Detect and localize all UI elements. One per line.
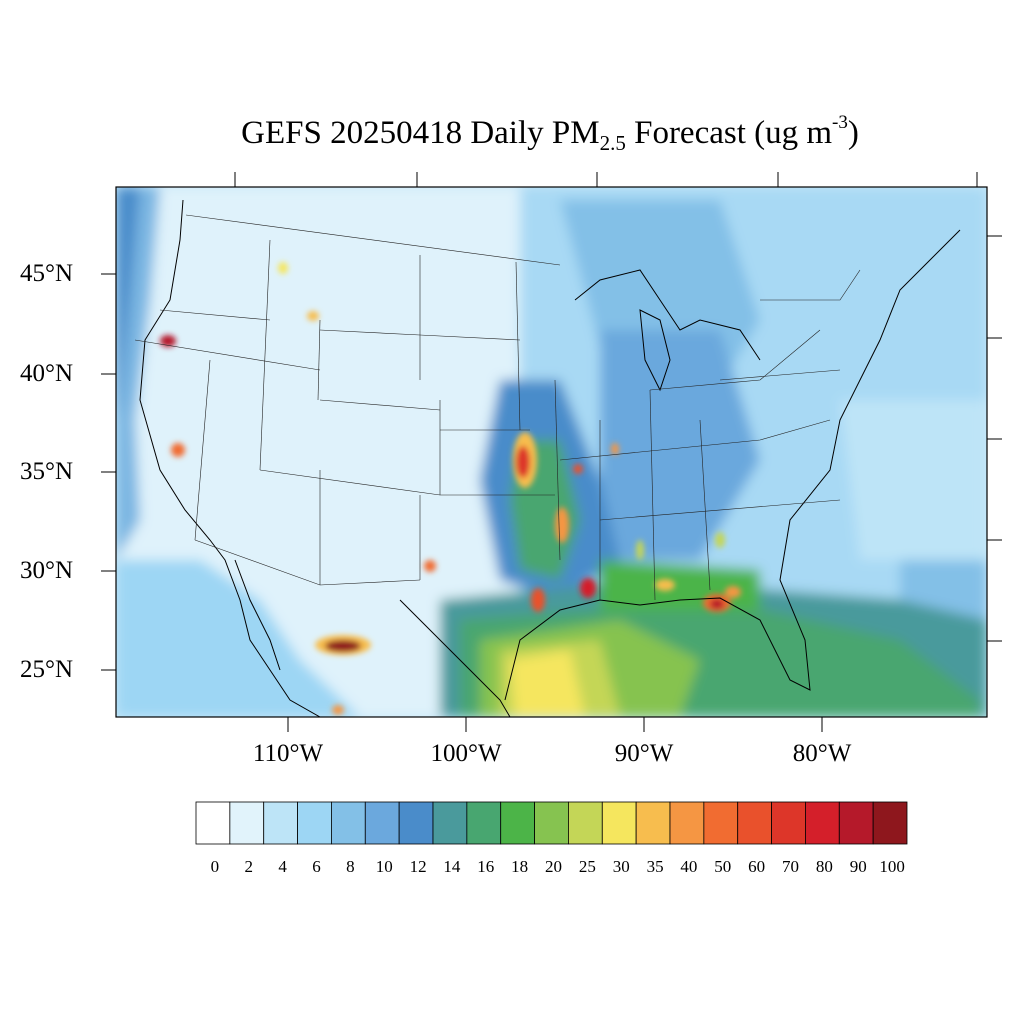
title-superscript: -3 <box>832 112 848 133</box>
title-subscript: 2.5 <box>599 131 626 155</box>
colorbar-label: 0 <box>210 857 220 876</box>
lon-label-90w: 90°W <box>614 740 674 767</box>
colorbar-label: 30 <box>612 857 630 876</box>
colorbar-swatch <box>805 801 840 845</box>
colorbar-label: 40 <box>680 857 698 876</box>
colorbar-label: 2 <box>244 857 254 876</box>
lat-label-45: 45°N <box>20 260 74 287</box>
chart-title: GEFS 20250418 Daily PM2.5 Forecast (ug m… <box>0 112 1024 156</box>
lat-label-40: 40°N <box>20 360 74 387</box>
colorbar-label: 14 <box>443 857 461 876</box>
state-boundaries <box>134 214 861 601</box>
colorbar-swatch <box>331 801 366 845</box>
colorbar-label: 70 <box>782 857 799 876</box>
colorbar-swatch <box>263 801 298 845</box>
left-ticks <box>101 273 116 671</box>
colorbar-label: 12 <box>409 857 427 876</box>
bottom-ticks <box>287 717 823 732</box>
colorbar-label: 10 <box>375 857 393 876</box>
colorbar-swatch <box>635 801 671 845</box>
colorbar-swatch <box>229 801 265 845</box>
colorbar-swatch <box>601 801 637 845</box>
colorbar-label: 4 <box>278 857 287 876</box>
colorbar-swatch <box>737 801 772 845</box>
colorbar-swatch <box>195 801 231 845</box>
colorbar-swatch <box>703 801 739 845</box>
colorbar-label: 6 <box>312 857 321 876</box>
colorbar-swatch <box>838 801 874 845</box>
colorbar-swatch <box>398 801 434 845</box>
title-text: GEFS 20250418 Daily PM <box>241 115 600 151</box>
lon-label-80w: 80°W <box>792 740 852 767</box>
colorbar-label: 35 <box>646 857 664 876</box>
colorbar-label: 18 <box>511 857 529 876</box>
map-frame <box>115 186 988 718</box>
map-field <box>116 187 987 717</box>
colorbar-swatch <box>432 801 468 845</box>
colorbar <box>195 801 908 845</box>
colorbar-label: 20 <box>545 857 562 876</box>
colorbar-label: 80 <box>815 857 833 876</box>
colorbar-label: 60 <box>748 857 766 876</box>
colorbar-swatch <box>669 801 705 845</box>
concentration-field <box>116 187 987 717</box>
colorbar-swatch <box>568 801 603 845</box>
colorbar-label: 25 <box>578 857 596 876</box>
colorbar-swatch <box>364 801 400 845</box>
title-close: ) <box>847 115 859 151</box>
coastlines <box>139 199 961 717</box>
colorbar-swatch <box>534 801 569 845</box>
right-ticks <box>987 235 1002 642</box>
colorbar-label: 50 <box>714 857 732 876</box>
colorbar-swatch <box>872 801 908 845</box>
title-units: Forecast (ug m <box>625 115 833 151</box>
colorbar-swatch <box>466 801 502 845</box>
lon-label-100w: 100°W <box>430 740 502 767</box>
lat-label-25: 25°N <box>20 656 74 683</box>
colorbar-swatch <box>500 801 535 845</box>
hotspots <box>160 262 741 715</box>
colorbar-swatch <box>771 801 806 845</box>
colorbar-label: 90 <box>849 857 867 876</box>
colorbar-swatch <box>297 801 332 845</box>
lon-label-110w: 110°W <box>252 740 324 767</box>
colorbar-label: 16 <box>477 857 495 876</box>
lat-label-30: 30°N <box>20 557 74 584</box>
lat-label-35: 35°N <box>20 458 74 485</box>
top-ticks <box>234 172 978 187</box>
colorbar-label: 100 <box>879 857 905 876</box>
colorbar-label: 8 <box>346 857 355 876</box>
